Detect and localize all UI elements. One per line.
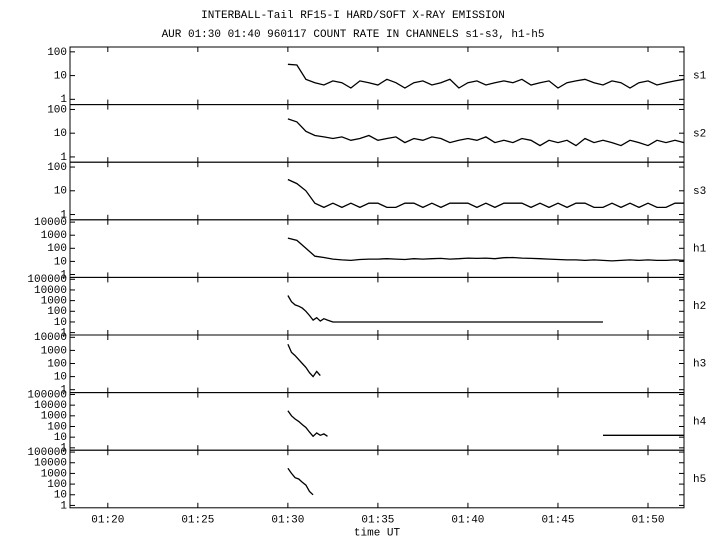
x-tick-label: 01:35 (361, 515, 394, 527)
y-tick-label: 1 (60, 209, 67, 221)
chart-title: INTERBALL-Tail RF15-I HARD/SOFT X-RAY EM… (201, 10, 505, 22)
y-tick-label: 10 (54, 256, 67, 268)
y-tick-label: 1 (60, 500, 67, 512)
y-tick-label: 100000 (27, 447, 67, 459)
y-tick-label: 10000 (34, 332, 67, 344)
y-tick-label: 1000 (41, 230, 67, 242)
panel-frame (69, 104, 685, 163)
x-tick-label: 01:20 (91, 515, 124, 527)
x-axis-label: time UT (354, 528, 401, 540)
channel-label: h4 (693, 416, 707, 428)
y-tick-label: 100 (47, 306, 67, 318)
panel-frame (69, 449, 685, 509)
y-tick-label: 100 (47, 358, 67, 370)
channel-label: s2 (693, 128, 706, 140)
y-tick-label: 10 (54, 490, 67, 502)
y-tick-label: 10 (54, 372, 67, 384)
channel-label: s1 (693, 71, 707, 83)
data-line (287, 295, 603, 323)
data-line (287, 410, 684, 438)
channel-label: s3 (693, 186, 706, 198)
y-tick-label: 10 (54, 432, 67, 444)
channel-label: h2 (693, 301, 706, 313)
y-tick-label: 1000 (41, 296, 67, 308)
chart-subtitle: AUR 01:30 01:40 960117 COUNT RATE IN CHA… (162, 29, 545, 41)
y-tick-label: 10 (54, 70, 67, 82)
channel-label: h5 (693, 474, 706, 486)
panel-frame (69, 46, 685, 106)
y-tick-label: 100 (47, 421, 67, 433)
data-line (287, 343, 321, 378)
panel-frame (69, 334, 685, 394)
y-tick-label: 1000 (41, 411, 67, 423)
y-tick-label: 10000 (34, 217, 67, 229)
y-tick-label: 10000 (34, 458, 67, 470)
x-tick-label: 01:25 (181, 515, 214, 527)
y-tick-label: 1 (60, 152, 67, 164)
data-line (287, 237, 685, 262)
x-tick-label: 01:45 (541, 515, 574, 527)
panel-frame (69, 276, 685, 336)
x-tick-label: 01:40 (451, 515, 484, 527)
y-tick-label: 10 (54, 128, 67, 140)
panel-frame (69, 219, 685, 278)
x-tick-label: 01:50 (631, 515, 664, 527)
data-line (287, 63, 685, 89)
data-line (287, 178, 684, 209)
y-tick-label: 1 (60, 269, 67, 281)
y-tick-label: 1000 (41, 345, 67, 357)
y-tick-label: 10000 (34, 400, 67, 412)
y-tick-label: 100 (47, 243, 67, 255)
y-tick-label: 1 (60, 443, 67, 455)
y-tick-label: 1 (60, 385, 67, 397)
data-line (287, 118, 685, 147)
panel-frame (69, 392, 685, 451)
y-tick-label: 10000 (34, 285, 67, 297)
y-tick-label: 100 (47, 162, 67, 174)
y-tick-label: 100 (47, 47, 67, 59)
y-tick-label: 10 (54, 186, 67, 198)
channel-label: h3 (693, 359, 706, 371)
y-tick-label: 100 (47, 104, 67, 116)
data-line (287, 467, 314, 496)
y-tick-label: 100000 (27, 274, 67, 286)
channel-label: h1 (693, 244, 707, 256)
y-tick-label: 100000 (27, 389, 67, 401)
y-tick-label: 100 (47, 479, 67, 491)
y-tick-label: 10 (54, 317, 67, 329)
x-tick-label: 01:30 (271, 515, 304, 527)
y-tick-label: 1 (60, 328, 67, 340)
y-tick-label: 1000 (41, 468, 67, 480)
panel-frame (69, 161, 685, 221)
y-tick-label: 1 (60, 94, 67, 106)
